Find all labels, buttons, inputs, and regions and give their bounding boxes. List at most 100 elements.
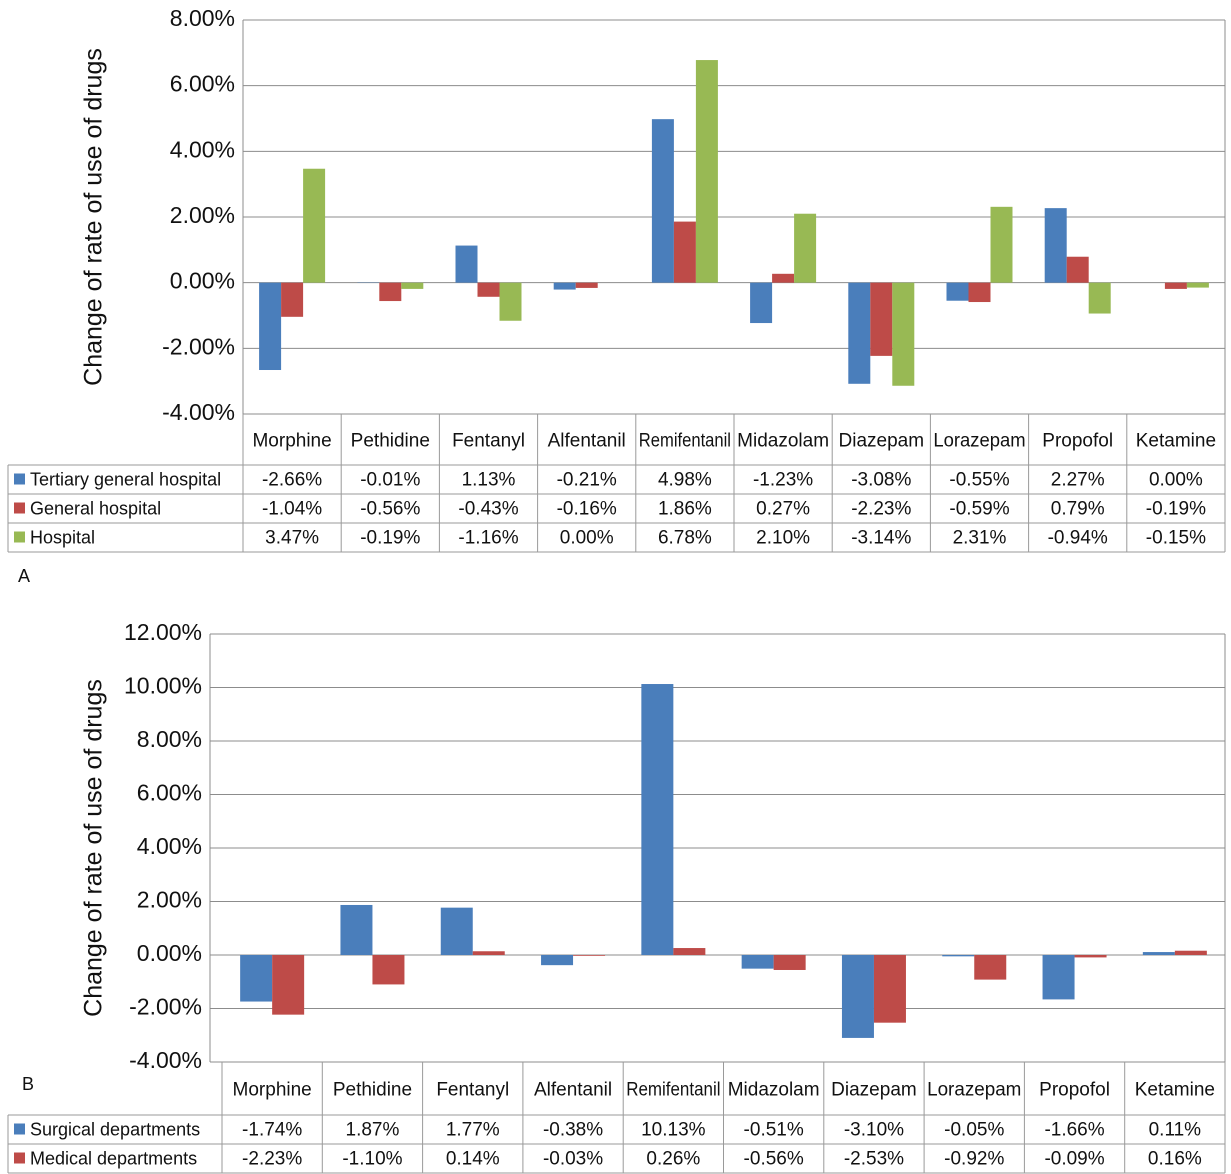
- bar: [942, 955, 975, 957]
- bar: [575, 282, 598, 288]
- legend-swatch: [14, 502, 25, 514]
- table-value: 2.27%: [1051, 470, 1105, 491]
- bar: [379, 282, 402, 302]
- bar: [372, 955, 405, 985]
- table-value: -1.16%: [458, 528, 518, 549]
- legend-swatch: [14, 1152, 25, 1164]
- table-value: 0.14%: [446, 1149, 500, 1170]
- category-label: Pethidine: [351, 431, 430, 452]
- bar: [848, 282, 871, 384]
- bar: [401, 282, 424, 289]
- table-value: -2.23%: [851, 499, 911, 520]
- legend-label: Hospital: [30, 527, 95, 547]
- y-tick-label: 8.00%: [137, 726, 202, 752]
- bar: [303, 168, 326, 283]
- table-value: -0.16%: [557, 499, 617, 520]
- bar: [673, 948, 706, 955]
- category-label: Pethidine: [333, 1080, 412, 1101]
- table-value: 0.79%: [1051, 499, 1105, 520]
- table-value: 1.87%: [346, 1120, 400, 1141]
- category-label: Ketamine: [1136, 431, 1216, 452]
- y-tick-label: 8.00%: [170, 5, 235, 31]
- bar: [873, 955, 906, 1023]
- bar: [1044, 208, 1067, 283]
- table-value: -3.14%: [851, 528, 911, 549]
- bar: [1186, 282, 1209, 288]
- category-label: Lorazepam: [933, 431, 1025, 452]
- bar: [1066, 256, 1089, 283]
- bar: [870, 282, 893, 356]
- bar: [472, 951, 505, 955]
- category-label: Alfentanil: [548, 431, 626, 452]
- panel-label: A: [18, 566, 30, 586]
- category-label: Fentanyl: [452, 431, 525, 452]
- bar: [651, 119, 674, 283]
- table-value: 10.13%: [641, 1120, 706, 1141]
- table-value: -0.92%: [944, 1149, 1004, 1170]
- bar: [259, 282, 282, 371]
- legend-label: Surgical departments: [30, 1119, 200, 1139]
- bar: [750, 282, 773, 324]
- bar: [841, 955, 874, 1038]
- bar: [240, 955, 273, 1002]
- bar: [1142, 952, 1175, 955]
- y-tick-label: 4.00%: [170, 136, 235, 162]
- table-value: -0.56%: [360, 499, 420, 520]
- category-label: Alfentanil: [534, 1080, 612, 1101]
- category-label: Midazolam: [728, 1080, 820, 1101]
- bar: [340, 904, 373, 955]
- bar: [968, 282, 991, 303]
- bar: [455, 245, 478, 283]
- bar: [477, 282, 500, 297]
- table-value: -0.09%: [1044, 1149, 1104, 1170]
- table-value: 0.11%: [1149, 1120, 1202, 1141]
- y-tick-label: 4.00%: [137, 833, 202, 859]
- table-value: -0.43%: [458, 499, 518, 520]
- table-value: -0.01%: [360, 470, 420, 491]
- bar: [974, 955, 1007, 980]
- category-label: Morphine: [252, 431, 331, 452]
- table-value: -1.23%: [753, 470, 813, 491]
- table-value: -1.10%: [342, 1149, 402, 1170]
- legend-swatch: [14, 473, 25, 485]
- y-tick-label: -4.00%: [162, 399, 235, 425]
- table-value: -0.56%: [744, 1149, 804, 1170]
- legend-swatch: [14, 531, 25, 543]
- table-value: 0.27%: [756, 499, 810, 520]
- table-value: 0.00%: [1149, 470, 1203, 491]
- category-label: Diazepam: [839, 431, 925, 452]
- bar: [892, 282, 915, 386]
- category-label: Remifentanil: [626, 1080, 720, 1101]
- table-value: -3.08%: [851, 470, 911, 491]
- table-value: -0.55%: [949, 470, 1009, 491]
- category-label: Remifentanil: [639, 431, 731, 452]
- category-label: Propofol: [1042, 431, 1113, 452]
- y-tick-label: -4.00%: [129, 1047, 202, 1073]
- table-value: -0.59%: [949, 499, 1009, 520]
- category-label: Ketamine: [1135, 1080, 1215, 1101]
- bar: [553, 282, 576, 290]
- panel-label: B: [22, 1074, 34, 1094]
- table-value: -2.23%: [242, 1149, 302, 1170]
- y-axis-title: Change of rate of use of drugs: [80, 48, 108, 386]
- table-value: 1.13%: [462, 470, 516, 491]
- bar: [499, 282, 522, 321]
- bar: [1174, 950, 1207, 955]
- bar: [272, 955, 305, 1015]
- table-value: 0.16%: [1148, 1149, 1202, 1170]
- table-value: 0.00%: [560, 528, 614, 549]
- y-tick-label: 0.00%: [137, 940, 202, 966]
- bar: [673, 221, 696, 283]
- table-value: -1.04%: [262, 499, 322, 520]
- table-value: -0.15%: [1146, 528, 1206, 549]
- table-value: -0.19%: [1146, 499, 1206, 520]
- table-value: 6.78%: [658, 528, 712, 549]
- bar: [990, 206, 1013, 283]
- category-label: Fentanyl: [436, 1080, 509, 1101]
- bar: [1042, 955, 1075, 1000]
- legend-swatch: [14, 1123, 25, 1135]
- table-value: -0.21%: [557, 470, 617, 491]
- y-tick-label: 2.00%: [170, 202, 235, 228]
- y-tick-label: 12.00%: [124, 619, 202, 645]
